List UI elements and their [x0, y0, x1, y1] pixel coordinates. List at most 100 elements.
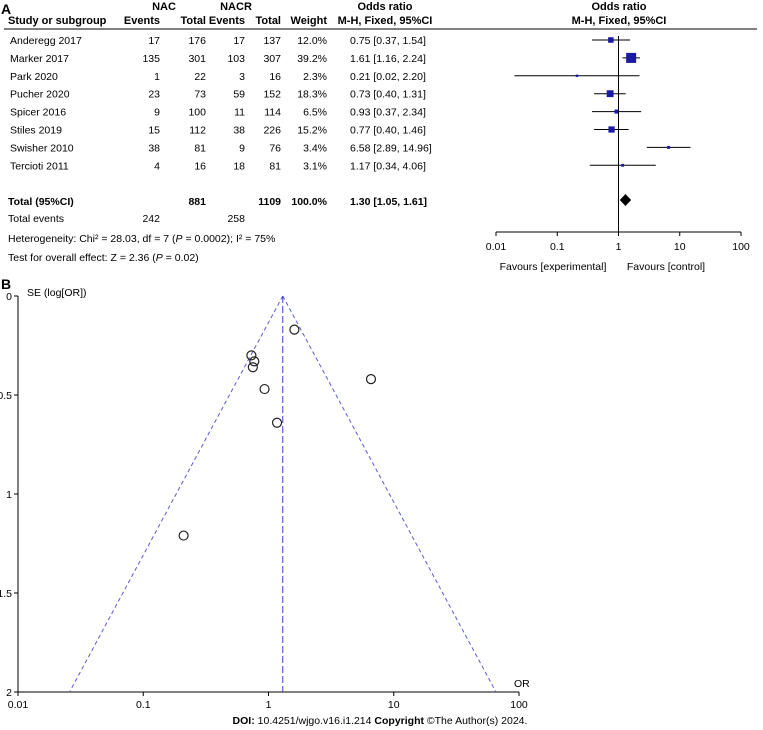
- row-weight: 2.3%: [303, 71, 327, 83]
- panel-label-a: A: [1, 1, 11, 17]
- row-e-events: 38: [148, 142, 160, 154]
- total-events-e: 242: [142, 213, 160, 225]
- study-marker: [621, 163, 625, 167]
- funnel-x-tick-label: 10: [388, 699, 400, 711]
- total-events-c: 258: [227, 213, 245, 225]
- row-e-total: 16: [194, 160, 206, 172]
- header-group-or-plot: Odds ratio: [591, 1, 646, 13]
- study-point: [289, 324, 300, 335]
- row-c-total: 152: [263, 89, 281, 101]
- row-c-events: 9: [239, 142, 245, 154]
- row-e-events: 135: [142, 53, 160, 65]
- row-weight: 6.5%: [303, 107, 327, 119]
- row-ci: 0.77 [0.40, 1.46]: [350, 125, 426, 137]
- forest-tick-label: 10: [674, 241, 686, 253]
- funnel-y-tick-label: 2: [6, 687, 12, 699]
- header-weight: Weight: [291, 15, 328, 27]
- total-label: Total (95%CI): [8, 196, 74, 208]
- forest-rows: Anderegg 2017 17 176 17 137 12.0% 0.75 [0.37, …: [10, 35, 432, 172]
- total-c-total: 1109: [258, 196, 281, 208]
- row-c-total: 114: [264, 107, 281, 119]
- row-ci: 1.17 [0.34, 4.06]: [350, 160, 426, 172]
- funnel-right-limit: [282, 295, 497, 693]
- funnel-left-limit: [69, 295, 284, 693]
- row-ci: 0.93 [0.37, 2.34]: [350, 107, 426, 119]
- header-c-total: Total: [256, 15, 281, 27]
- row-e-total: 301: [188, 53, 206, 65]
- total-e-total: 881: [188, 196, 206, 208]
- forest-tick-label: 0.1: [550, 241, 565, 253]
- row-c-total: 307: [263, 53, 281, 65]
- study-point: [178, 530, 189, 541]
- study-point: [246, 350, 257, 361]
- row-study: Tercioti 2011: [10, 160, 69, 172]
- heterogeneity-text: Heterogeneity: Chi² = 28.03, df = 7 (P =…: [8, 233, 275, 245]
- row-weight: 15.2%: [297, 125, 327, 137]
- total-diamond: [619, 194, 632, 206]
- row-e-total: 176: [188, 35, 206, 47]
- funnel-x-tick-label: 100: [510, 699, 528, 711]
- header-e-events: Events: [124, 15, 160, 27]
- row-study: Spicer 2016: [10, 107, 66, 119]
- study-marker: [606, 90, 614, 98]
- favours-experimental: Favours [experimental]: [500, 261, 607, 273]
- study-point: [249, 356, 260, 367]
- row-c-events: 11: [234, 107, 245, 119]
- study-marker: [667, 145, 671, 149]
- funnel-x-tick-label: 1: [266, 699, 272, 711]
- header-c-events: Events: [209, 15, 245, 27]
- study-marker: [608, 126, 615, 133]
- header-group-nac: NAC: [152, 1, 176, 13]
- row-study: Anderegg 2017: [10, 35, 82, 47]
- row-study: Marker 2017: [10, 53, 69, 65]
- row-ci: 0.73 [0.40, 1.31]: [350, 89, 426, 101]
- overall-effect-text: Test for overall effect: Z = 2.36 (P = 0…: [8, 252, 199, 264]
- row-c-total: 81: [269, 160, 281, 172]
- row-e-events: 4: [154, 160, 160, 172]
- row-c-events: 38: [233, 125, 245, 137]
- footer-credit: DOI: 10.4251/wjgo.v16.i1.214 Copyright ©…: [233, 715, 528, 727]
- row-c-events: 18: [233, 160, 245, 172]
- funnel-y-tick-label: 0: [6, 291, 12, 303]
- row-ci: 0.75 [0.37, 1.54]: [350, 35, 426, 47]
- forest-plot: 0.01 0.1 1 10 100: [486, 36, 750, 253]
- header-e-total: Total: [181, 15, 206, 27]
- forest-tick-label: 100: [732, 241, 750, 253]
- funnel-x-tick-label: 0.1: [136, 699, 151, 711]
- row-e-events: 1: [154, 71, 160, 83]
- row-e-total: 73: [194, 89, 206, 101]
- row-ci: 1.61 [1.16, 2.24]: [350, 53, 426, 65]
- row-weight: 12.0%: [297, 35, 327, 47]
- study-marker: [626, 52, 637, 63]
- header-group-or: Odds ratio: [357, 1, 412, 13]
- row-weight: 39.2%: [297, 53, 327, 65]
- favours-control: Favours [control]: [627, 261, 705, 273]
- funnel-y-tick-label: 1: [6, 489, 12, 501]
- forest-tick-label: 0.01: [486, 241, 507, 253]
- study-point: [259, 383, 270, 395]
- funnel-ylabel: SE (log[OR]): [27, 287, 87, 299]
- row-e-total: 22: [194, 71, 206, 83]
- row-c-total: 226: [263, 125, 281, 137]
- row-e-events: 23: [148, 89, 160, 101]
- total-events-label: Total events: [8, 213, 64, 225]
- row-c-total: 137: [263, 35, 281, 47]
- row-ci: 0.21 [0.02, 2.20]: [350, 71, 426, 83]
- row-study: Pucher 2020: [10, 89, 70, 101]
- row-c-events: 3: [239, 71, 245, 83]
- row-e-total: 100: [188, 107, 206, 119]
- row-study: Swisher 2010: [10, 142, 74, 154]
- row-e-total: 81: [194, 142, 206, 154]
- study-point: [247, 362, 258, 373]
- study-point: [271, 417, 283, 428]
- study-marker: [614, 109, 619, 114]
- header-group-nacr: NACR: [220, 1, 252, 13]
- study-point: [365, 374, 377, 385]
- header-plot-ci: M-H, Fixed, 95%CI: [572, 15, 667, 27]
- funnel-plot: 0 0.5 1 1.5 20.01 0.1 1 10 100: [0, 291, 528, 711]
- row-study: Park 2020: [10, 71, 58, 83]
- funnel-x-tick-label: 0.01: [8, 699, 29, 711]
- total-weight: 100.0%: [291, 196, 327, 208]
- row-weight: 3.1%: [303, 160, 327, 172]
